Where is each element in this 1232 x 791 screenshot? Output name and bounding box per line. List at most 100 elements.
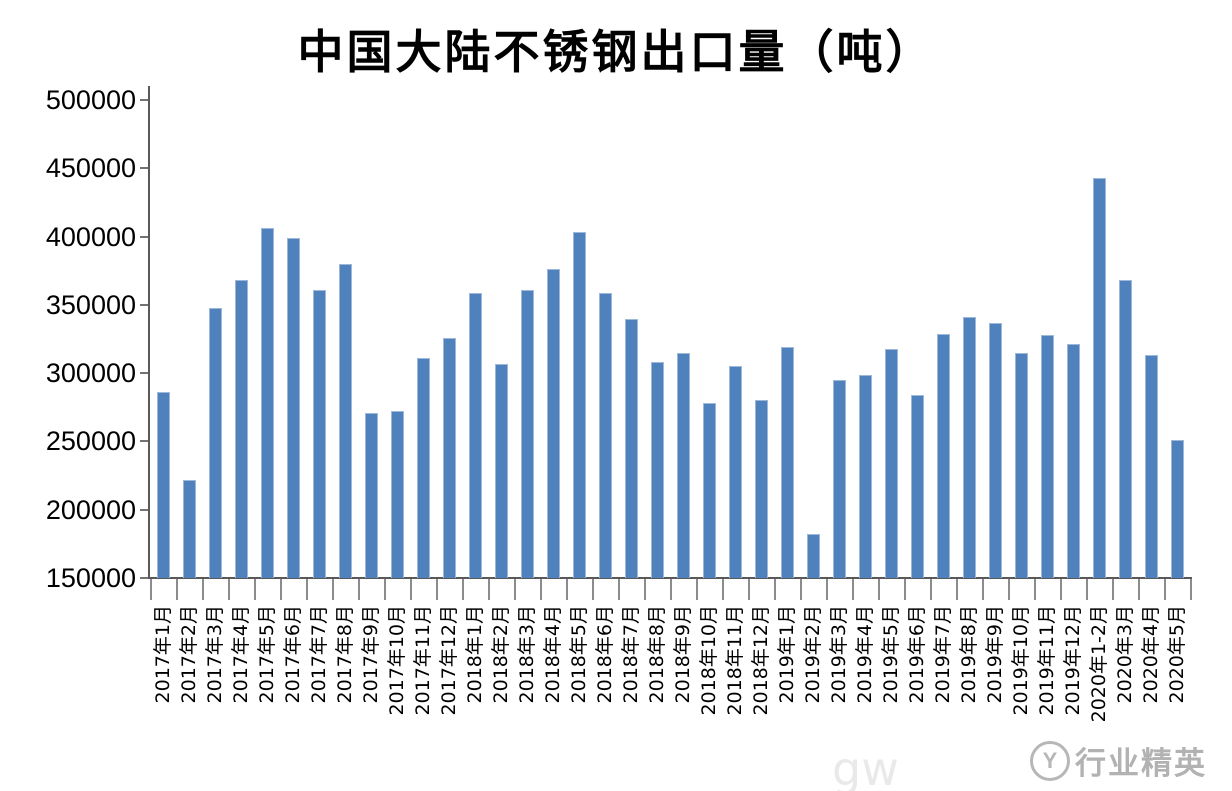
y-axis-tick — [140, 235, 148, 238]
x-axis-label: 2017年5月 — [256, 605, 278, 704]
y-axis-tick — [140, 508, 148, 511]
x-axis-tick — [826, 579, 828, 600]
bar — [858, 374, 872, 578]
x-axis-tick — [852, 579, 854, 600]
x-axis-label: 2017年6月 — [282, 605, 304, 704]
x-axis-label: 2018年7月 — [620, 605, 642, 704]
x-axis-tick — [800, 579, 802, 600]
bar — [832, 379, 846, 578]
x-axis-tick — [566, 579, 568, 600]
bar — [520, 289, 534, 578]
x-axis-tick — [956, 579, 958, 600]
x-axis-label: 2019年1月 — [776, 605, 798, 704]
x-axis-label: 2017年10月 — [386, 605, 408, 716]
x-axis-label: 2017年2月 — [178, 605, 200, 704]
x-axis-tick — [332, 579, 334, 600]
y-axis-tick — [140, 167, 148, 170]
y-axis-tick-label: 250000 — [45, 426, 136, 457]
x-axis-label: 2019年5月 — [880, 605, 902, 704]
x-axis-tick — [696, 579, 698, 600]
x-axis-tick — [540, 579, 542, 600]
faint-watermark-text: gw — [832, 742, 899, 791]
y-axis-tick — [140, 440, 148, 443]
bar — [624, 318, 638, 578]
x-axis-label: 2018年8月 — [646, 605, 668, 704]
bar — [338, 263, 352, 578]
y-axis-tick-label: 150000 — [45, 563, 136, 593]
y-axis-tick-label: 200000 — [45, 494, 136, 525]
x-axis-tick — [592, 579, 594, 600]
x-axis-label: 2019年8月 — [958, 605, 980, 704]
bar — [962, 317, 976, 578]
x-axis-tick — [358, 579, 360, 600]
y-axis-tick-label: 450000 — [45, 153, 136, 184]
bar — [988, 322, 1002, 578]
x-axis-tick — [384, 579, 386, 600]
x-axis-label: 2018年3月 — [516, 605, 538, 704]
y-axis-tick — [140, 372, 148, 375]
bar — [312, 289, 326, 578]
x-axis-tick — [1034, 579, 1036, 600]
bar — [702, 403, 716, 578]
x-axis-tick — [488, 579, 490, 600]
x-axis-tick — [410, 579, 412, 600]
x-axis-label: 2019年6月 — [906, 605, 928, 704]
x-axis-tick — [878, 579, 880, 600]
chart-title: 中国大陆不锈钢出口量（吨） — [297, 25, 935, 79]
x-axis-label: 2018年10月 — [698, 605, 720, 716]
x-axis-label: 2020年4月 — [1140, 605, 1162, 704]
x-axis-tick — [1060, 579, 1062, 600]
bar — [1040, 334, 1054, 578]
x-axis-tick — [1008, 579, 1010, 600]
x-axis-line — [141, 577, 1192, 579]
bar — [494, 363, 508, 578]
y-axis-tick — [140, 577, 148, 579]
bar — [598, 292, 612, 578]
bar — [754, 400, 768, 578]
bar — [884, 348, 898, 578]
x-axis-label: 2019年9月 — [984, 605, 1006, 704]
x-axis-label: 2018年5月 — [568, 605, 590, 704]
x-axis-tick — [930, 579, 932, 600]
x-axis-label: 2019年11月 — [1036, 605, 1058, 716]
x-axis-tick — [150, 579, 152, 600]
bar — [910, 394, 924, 578]
x-axis-tick — [1138, 579, 1140, 600]
bar — [416, 358, 430, 578]
bar — [546, 269, 560, 578]
bar — [572, 232, 586, 578]
x-axis-tick — [644, 579, 646, 600]
x-axis-label: 2019年12月 — [1062, 605, 1084, 716]
x-axis-tick — [748, 579, 750, 600]
y-axis-tick — [140, 303, 148, 306]
x-axis-label: 2017年3月 — [204, 605, 226, 704]
y-axis-tick — [140, 99, 148, 101]
x-axis-label: 2019年2月 — [802, 605, 824, 704]
x-axis-label: 2017年7月 — [308, 605, 330, 704]
x-axis-tick — [722, 579, 724, 600]
bar — [286, 237, 300, 578]
x-axis-label: 2018年12月 — [750, 605, 772, 716]
x-axis-label: 2018年6月 — [594, 605, 616, 704]
x-axis-tick — [1112, 579, 1114, 600]
bar — [1170, 440, 1184, 578]
x-axis-label: 2017年11月 — [412, 605, 434, 716]
x-axis-tick — [280, 579, 282, 600]
x-axis-label: 2018年2月 — [490, 605, 512, 704]
bar — [260, 228, 274, 578]
x-axis-tick — [462, 579, 464, 600]
x-axis-tick — [1164, 579, 1166, 600]
bar — [1118, 280, 1132, 578]
x-axis-label: 2018年4月 — [542, 605, 564, 704]
y-axis-tick-label: 400000 — [45, 221, 136, 252]
y-axis-line — [148, 86, 150, 579]
x-axis-tick — [1086, 579, 1088, 600]
bar — [182, 479, 196, 578]
x-axis-label: 2017年4月 — [230, 605, 252, 704]
bar — [806, 534, 820, 578]
y-axis-tick-label: 500000 — [45, 85, 136, 115]
x-axis-label: 2020年5月 — [1166, 605, 1188, 704]
bar — [676, 352, 690, 578]
x-axis-tick — [306, 579, 308, 600]
